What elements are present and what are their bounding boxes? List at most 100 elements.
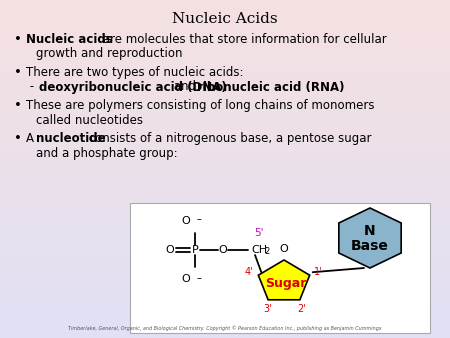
Bar: [0, 204, 450, 206]
Bar: [0, 98, 450, 100]
Bar: [0, 76, 450, 78]
Bar: [0, 166, 450, 167]
Bar: [0, 135, 450, 137]
Bar: [0, 250, 450, 252]
Bar: [0, 41, 450, 42]
Bar: [0, 272, 450, 274]
Text: O: O: [181, 216, 190, 226]
Bar: [0, 179, 450, 181]
Bar: [0, 122, 450, 123]
Bar: [0, 252, 450, 254]
Bar: [0, 139, 450, 140]
Bar: [0, 79, 450, 81]
Bar: [0, 218, 450, 220]
Bar: [0, 210, 450, 211]
Bar: [0, 128, 450, 130]
Bar: [0, 167, 450, 169]
Text: •: •: [14, 99, 22, 112]
Bar: [0, 336, 450, 338]
Bar: [0, 51, 450, 52]
Bar: [0, 81, 450, 83]
Bar: [0, 333, 450, 335]
Bar: [0, 174, 450, 176]
Text: O: O: [219, 245, 227, 255]
Bar: [0, 279, 450, 281]
Bar: [0, 52, 450, 54]
Bar: [0, 176, 450, 177]
Bar: [0, 34, 450, 35]
Bar: [0, 191, 450, 193]
Text: •: •: [14, 66, 22, 79]
Bar: [0, 35, 450, 37]
Bar: [0, 105, 450, 106]
Bar: [0, 24, 450, 25]
Bar: [0, 95, 450, 96]
Bar: [0, 32, 450, 34]
Bar: [0, 88, 450, 90]
Bar: [0, 228, 450, 230]
Bar: [0, 301, 450, 303]
Text: Sugar: Sugar: [266, 277, 307, 290]
Bar: [0, 314, 450, 316]
Bar: [0, 326, 450, 328]
Bar: [0, 108, 450, 110]
Bar: [0, 101, 450, 103]
Bar: [0, 245, 450, 247]
Bar: [0, 103, 450, 105]
Bar: [0, 319, 450, 321]
Bar: [0, 49, 450, 51]
Bar: [0, 57, 450, 59]
Bar: [0, 235, 450, 237]
Bar: [0, 132, 450, 134]
Bar: [0, 184, 450, 186]
Bar: [0, 221, 450, 223]
Bar: [0, 42, 450, 44]
Text: 2': 2': [297, 304, 306, 314]
Bar: [0, 284, 450, 286]
Text: Nucleic Acids: Nucleic Acids: [172, 12, 278, 26]
Bar: [0, 44, 450, 46]
Bar: [0, 137, 450, 139]
Bar: [0, 169, 450, 171]
Bar: [0, 265, 450, 267]
Bar: [0, 100, 450, 101]
Bar: [0, 240, 450, 242]
Bar: [0, 254, 450, 255]
Bar: [0, 144, 450, 145]
Bar: [0, 323, 450, 324]
Bar: [0, 162, 450, 164]
Bar: [0, 164, 450, 166]
Bar: [0, 71, 450, 73]
Bar: [0, 262, 450, 264]
Bar: [0, 155, 450, 157]
Bar: [0, 216, 450, 218]
Bar: [0, 15, 450, 17]
Bar: [0, 324, 450, 326]
Bar: [0, 54, 450, 56]
Bar: [0, 154, 450, 155]
Text: CH: CH: [251, 245, 267, 255]
Bar: [0, 78, 450, 79]
Bar: [0, 186, 450, 188]
Bar: [0, 37, 450, 39]
Bar: [0, 110, 450, 112]
Bar: [0, 287, 450, 289]
FancyBboxPatch shape: [130, 203, 430, 333]
Bar: [0, 286, 450, 287]
Text: nucleotide: nucleotide: [36, 132, 106, 145]
Bar: [0, 233, 450, 235]
Text: -: -: [26, 80, 38, 94]
Bar: [0, 46, 450, 47]
Bar: [0, 84, 450, 86]
Bar: [0, 2, 450, 3]
Bar: [0, 25, 450, 27]
Bar: [0, 257, 450, 259]
Bar: [0, 17, 450, 19]
Text: 1': 1': [314, 267, 322, 277]
Bar: [0, 66, 450, 68]
Bar: [0, 3, 450, 5]
Bar: [0, 225, 450, 226]
Bar: [0, 152, 450, 154]
Bar: [0, 267, 450, 269]
Bar: [0, 14, 450, 15]
